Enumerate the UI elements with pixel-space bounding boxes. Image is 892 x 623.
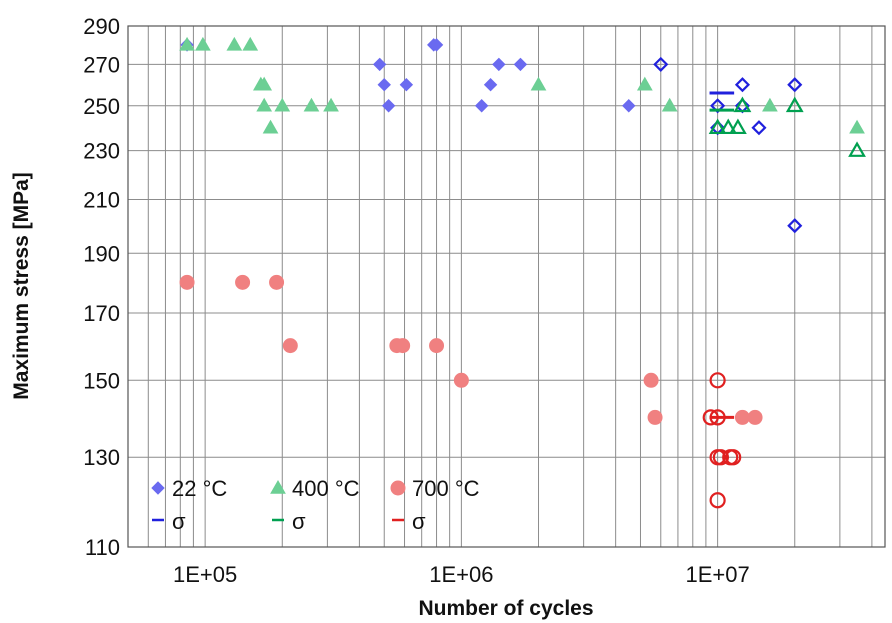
point-failure <box>195 36 211 51</box>
point-failure <box>429 38 444 52</box>
point-failure <box>395 338 411 354</box>
point-failure <box>492 57 506 72</box>
point-failure <box>269 274 285 290</box>
legend-sigma-label: σ <box>412 509 426 534</box>
point-failure <box>849 119 865 134</box>
point-runout <box>787 77 803 93</box>
x-tick-label: 1E+06 <box>429 562 493 587</box>
point-runout <box>751 120 767 136</box>
y-tick-label: 250 <box>83 94 120 119</box>
legend-marker <box>270 479 286 494</box>
point-failure <box>453 372 469 388</box>
point-failure <box>226 36 243 51</box>
point-failure <box>323 97 339 112</box>
point-failure <box>530 76 547 91</box>
point-runout <box>787 218 803 234</box>
point-failure <box>643 372 659 388</box>
point-runout <box>734 77 751 93</box>
legend-label: 400 °C <box>292 476 360 501</box>
point-failure <box>762 97 778 112</box>
point-runout <box>733 96 752 113</box>
y-axis-title: Maximum stress [MPa] <box>10 172 33 400</box>
y-tick-label: 170 <box>83 301 120 326</box>
legend-sigma-label: σ <box>172 509 186 534</box>
legend-marker <box>390 480 406 496</box>
series-1 <box>179 36 866 157</box>
point-failure <box>399 77 414 92</box>
y-tick-label: 230 <box>83 139 120 164</box>
point-failure <box>734 409 750 425</box>
point-failure <box>235 274 251 290</box>
point-runout <box>729 118 747 135</box>
y-tick-label: 210 <box>83 187 120 212</box>
point-runout <box>710 98 726 114</box>
point-runout <box>708 118 727 135</box>
point-failure <box>747 409 763 425</box>
point-runout <box>712 449 730 466</box>
y-tick-label: 290 <box>83 14 120 39</box>
point-failure <box>262 119 279 134</box>
point-failure <box>636 76 653 91</box>
series-0 <box>180 38 803 234</box>
point-failure <box>242 36 259 51</box>
point-failure <box>377 77 391 92</box>
y-tick-labels: 110 130 150 170 190 210 230 250 270 290 <box>83 14 120 560</box>
legend-sigma-label: σ <box>292 509 306 534</box>
y-tick-label: 190 <box>83 241 120 266</box>
legend-label: 22 °C <box>172 476 227 501</box>
point-runout <box>653 56 669 72</box>
y-tick-label: 150 <box>83 368 120 393</box>
point-failure <box>179 274 195 290</box>
point-runout <box>719 118 738 135</box>
point-failure <box>647 409 663 425</box>
point-runout <box>725 449 742 466</box>
point-failure <box>256 76 273 91</box>
point-failure <box>483 77 498 92</box>
y-tick-label: 130 <box>83 445 120 470</box>
plot-background <box>128 26 885 547</box>
y-tick-label: 270 <box>83 52 120 77</box>
plot-frame <box>127 25 886 548</box>
point-failure <box>282 338 298 354</box>
point-runout <box>848 141 866 157</box>
point-runout <box>709 492 726 509</box>
point-failure <box>429 338 445 354</box>
point-runout <box>785 96 804 113</box>
x-tick-label: 1E+07 <box>686 562 750 587</box>
point-failure <box>622 99 636 113</box>
point-failure <box>256 97 273 112</box>
y-tick-label: 110 <box>85 535 120 560</box>
x-tick-label: 1E+05 <box>173 562 237 587</box>
legend-label: 700 °C <box>412 476 480 501</box>
point-failure <box>372 57 387 72</box>
legend-marker <box>151 481 165 495</box>
series-2 <box>179 274 763 509</box>
point-failure <box>303 97 320 112</box>
point-failure <box>474 99 489 113</box>
point-runout <box>709 372 726 389</box>
point-failure <box>179 36 195 51</box>
point-failure <box>661 97 678 112</box>
x-axis-title: Number of cycles <box>418 597 593 620</box>
point-failure <box>513 57 528 72</box>
legend: 22 °C σ 400 °C σ 700 °C σ <box>151 476 480 534</box>
data-points <box>179 36 866 509</box>
point-failure <box>381 99 396 113</box>
point-failure <box>274 97 291 112</box>
x-tick-labels: 1E+05 1E+06 1E+07 <box>173 562 750 587</box>
